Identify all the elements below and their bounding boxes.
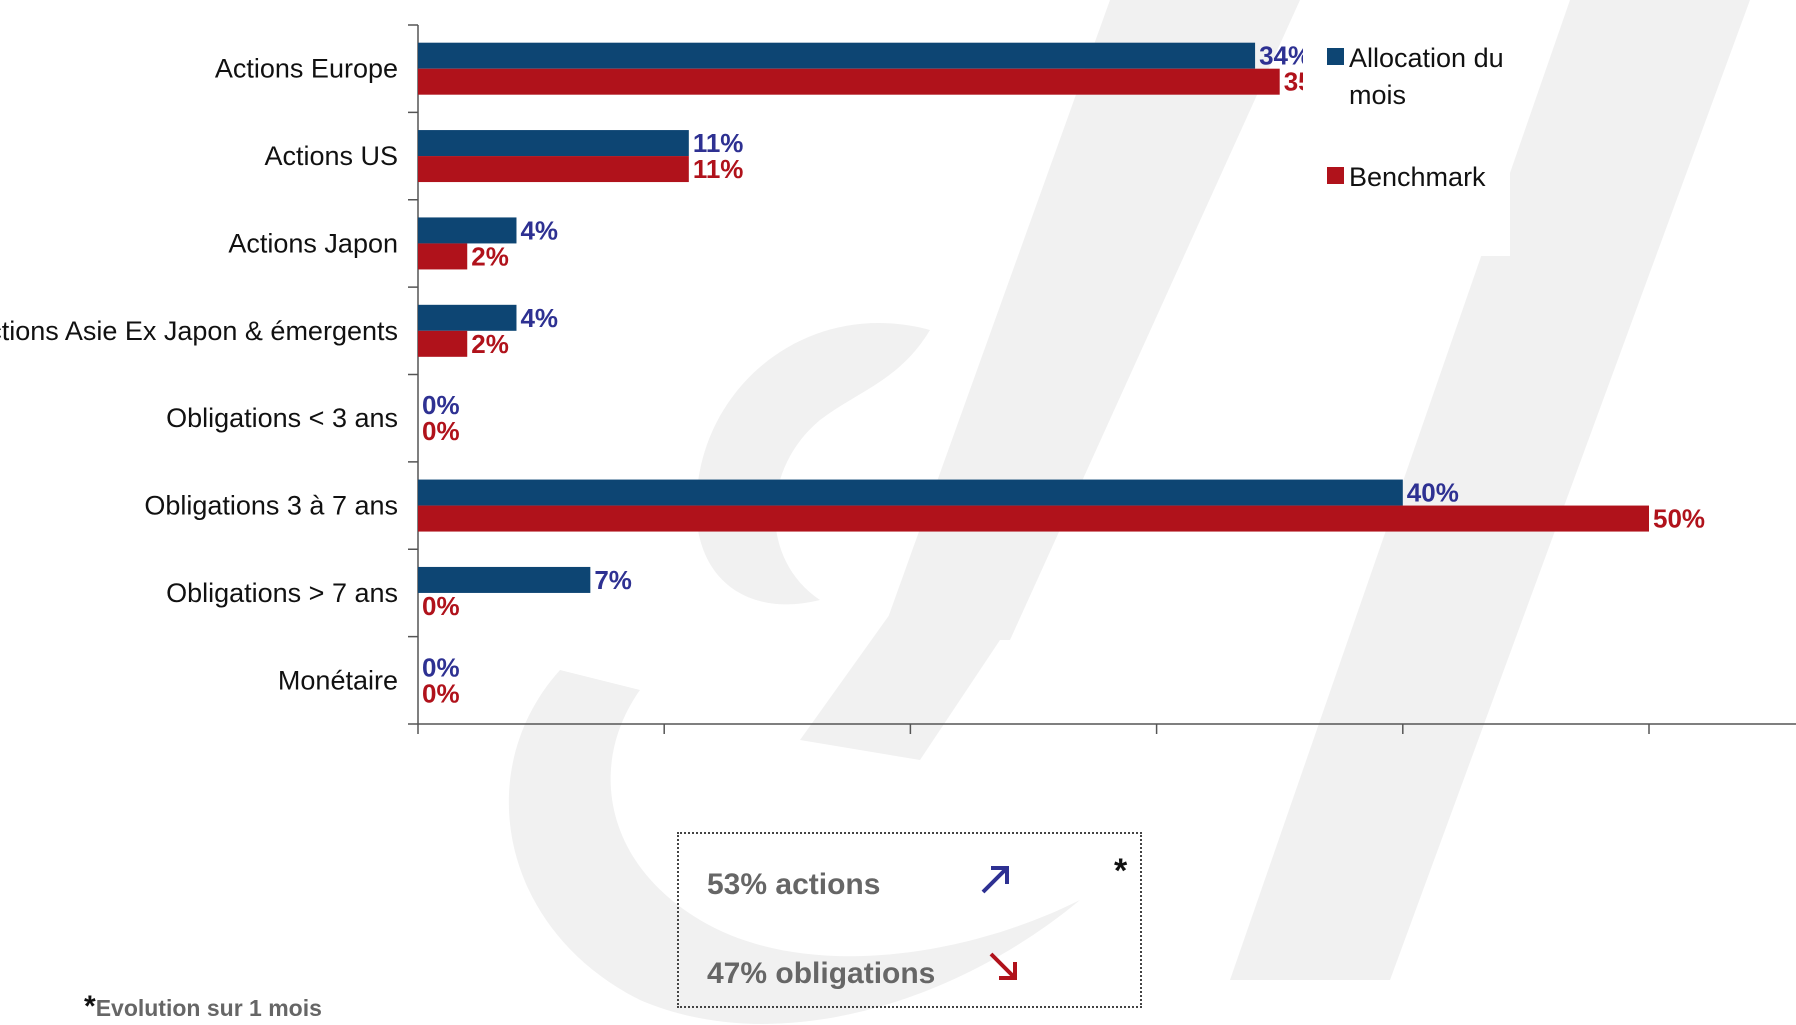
category-label-2: Actions Japon: [228, 228, 398, 258]
value-label-allocation-0: 34%: [1259, 41, 1311, 71]
value-label-benchmark-3: 2%: [471, 329, 509, 359]
category-label-3: Actions Asie Ex Japon & émergents: [0, 316, 398, 346]
bar-benchmark-1: [418, 156, 689, 183]
legend-swatch-benchmark: [1327, 167, 1344, 184]
chart-legend: Allocation du mois Benchmark: [1303, 8, 1510, 256]
value-label-allocation-3: 4%: [520, 303, 558, 333]
bar-allocation-5: [418, 479, 1403, 506]
value-label-allocation-2: 4%: [520, 215, 558, 245]
value-label-benchmark-4: 0%: [422, 416, 460, 446]
category-label-4: Obligations < 3 ans: [166, 403, 398, 433]
value-label-allocation-1: 11%: [693, 128, 744, 158]
legend-label-allocation: Allocation du mois: [1349, 43, 1504, 110]
footnote-text: Evolution sur 1 mois: [95, 995, 322, 1021]
bar-allocation-1: [418, 130, 689, 157]
summary-actions: 53% actions: [707, 868, 881, 901]
value-label-benchmark-7: 0%: [422, 678, 460, 708]
value-label-allocation-6: 7%: [594, 565, 632, 595]
category-label-6: Obligations > 7 ans: [166, 578, 398, 608]
bar-allocation-2: [418, 217, 517, 244]
footnote: *Evolution sur 1 mois: [84, 990, 322, 1024]
category-label-5: Obligations 3 à 7 ans: [144, 491, 398, 521]
summary-asterisk: *: [1114, 852, 1128, 890]
value-label-allocation-4: 0%: [422, 390, 460, 420]
bar-allocation-6: [418, 566, 591, 593]
value-label-allocation-7: 0%: [422, 652, 460, 682]
value-label-benchmark-2: 2%: [471, 241, 509, 271]
value-label-allocation-5: 40%: [1407, 478, 1459, 508]
category-label-7: Monétaire: [278, 665, 398, 695]
bar-benchmark-3: [418, 330, 468, 357]
category-label-0: Actions Europe: [215, 54, 398, 84]
value-label-benchmark-5: 50%: [1653, 504, 1705, 534]
category-label-1: Actions US: [264, 141, 398, 171]
up-right-arrow-icon: [981, 866, 1009, 894]
legend-label-benchmark: Benchmark: [1349, 162, 1486, 192]
footnote-asterisk: *: [84, 990, 96, 1023]
summary-obligations: 47% obligations: [707, 957, 936, 990]
bar-benchmark-0: [418, 68, 1280, 95]
legend-item-allocation: Allocation du mois: [1327, 40, 1509, 114]
value-label-benchmark-1: 11%: [693, 154, 744, 184]
bar-benchmark-2: [418, 243, 468, 270]
legend-item-benchmark: Benchmark: [1327, 159, 1509, 196]
bar-allocation-3: [418, 304, 517, 331]
bar-benchmark-5: [418, 505, 1649, 532]
bar-allocation-0: [418, 42, 1256, 69]
legend-swatch-allocation: [1327, 48, 1344, 65]
value-label-benchmark-6: 0%: [422, 591, 460, 621]
down-right-arrow-icon: [989, 952, 1017, 980]
allocation-summary-box: 53% actions * 47% obligations: [677, 832, 1142, 1008]
